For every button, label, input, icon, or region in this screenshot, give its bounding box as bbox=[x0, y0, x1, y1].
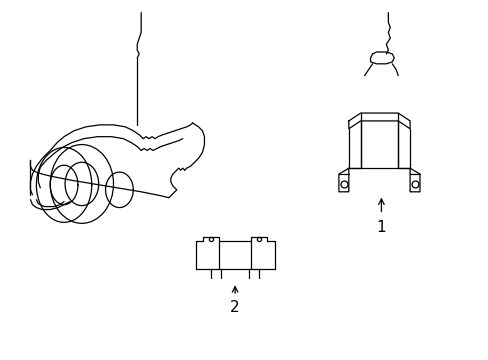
Text: 2: 2 bbox=[230, 301, 240, 315]
Text: 1: 1 bbox=[376, 220, 386, 235]
